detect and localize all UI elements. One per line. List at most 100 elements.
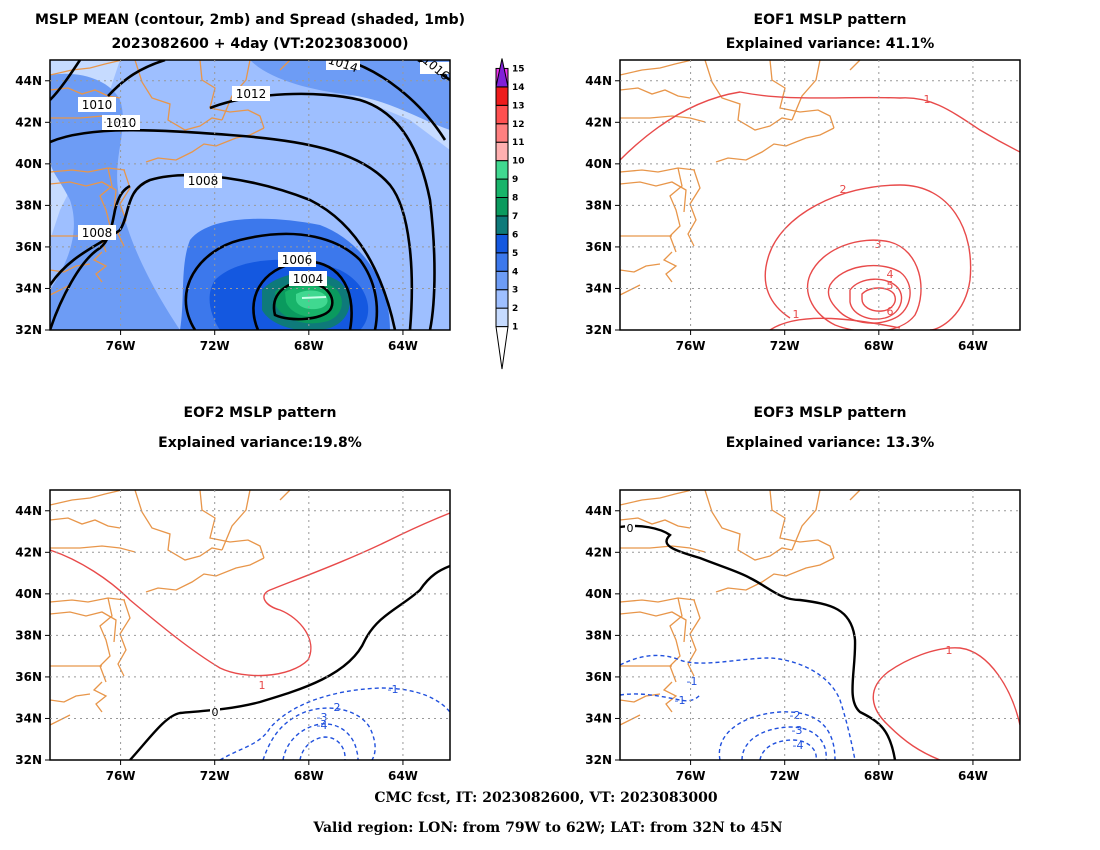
contour-label-1010b: 1010 [106, 116, 137, 130]
colorbar-swatch [495, 141, 509, 162]
panel2-x-tick-label: 68W [864, 339, 894, 353]
eof3-label-neg1a: -1 [687, 675, 698, 688]
panel4-x-tick-label: 64W [958, 769, 988, 783]
colorbar-tick-label: 8 [512, 194, 518, 204]
panel1-frame [49, 59, 451, 331]
panel1-title: MSLP MEAN (contour, 2mb) and Spread (sha… [35, 12, 465, 28]
panel3-y-tick-label: 40N [15, 587, 42, 601]
eof2-label-neg1: -1 [388, 683, 399, 696]
colorbar-tick-label: 2 [512, 304, 518, 314]
colorbar-tick-label: 12 [512, 120, 525, 130]
colorbar-swatch [495, 270, 509, 291]
colorbar-tick-label: 15 [512, 64, 525, 74]
colorbar-tick-label: 7 [512, 212, 518, 222]
panel1-x-tick-label: 64W [388, 339, 418, 353]
spread-peak-streak [301, 296, 327, 299]
panel-eof1: EOF1 MSLP pattern Explained variance: 41… [619, 12, 1021, 331]
contour-label-1008a: 1008 [188, 174, 219, 188]
panel1-y-tick-label: 40N [15, 157, 42, 171]
panel4-title: EOF3 MSLP pattern [754, 405, 907, 421]
panel-mslp-mean: MSLP MEAN (contour, 2mb) and Spread (sha… [35, 12, 465, 331]
axes-layer: 76W 72W 68W 64W 32N 34N 36N 38N 40N 42N 44N 76W 72W 6… [15, 60, 1020, 783]
eof2-contours [50, 512, 450, 760]
panel1-y-tick-label: 44N [15, 74, 42, 88]
panel2-y-tick-label: 44N [585, 74, 612, 88]
panel2-y-tick-label: 36N [585, 240, 612, 254]
panel2-plot-area: 1 1 2 3 4 5 6 [620, 60, 1020, 330]
panel3-x-tick-label: 64W [388, 769, 418, 783]
panel2-frame [619, 59, 1021, 331]
panel2-title: EOF1 MSLP pattern [754, 12, 907, 28]
eof3-label-neg2: -2 [790, 709, 801, 722]
colorbar-tick-label: 3 [512, 286, 518, 296]
panel1-y-tick-label: 38N [15, 198, 42, 212]
panel4-coastline [620, 490, 861, 726]
colorbar-swatch [495, 252, 509, 272]
panel3-y-tick-label: 42N [15, 545, 42, 559]
panel1-x-tick-label: 76W [106, 339, 136, 353]
panel1-y-tick-label: 32N [15, 323, 42, 337]
panel3-y-tick-label: 36N [15, 670, 42, 684]
colorbar-swatch [495, 123, 509, 143]
panel1-y-tick-label: 36N [15, 240, 42, 254]
panel4-y-tick-label: 44N [585, 504, 612, 518]
eof1-label-2: 2 [840, 183, 847, 196]
contour-label-1008b: 1008 [82, 226, 113, 240]
colorbar-swatch [495, 86, 509, 106]
panel3-x-tick-label: 68W [294, 769, 324, 783]
panel2-y-tick-label: 40N [585, 157, 612, 171]
panel-eof3: EOF3 MSLP pattern Explained variance: 13… [619, 405, 1021, 761]
eof2-label-neg2: -2 [330, 701, 341, 714]
colorbar-tick-label: 4 [512, 267, 518, 277]
contour-label-1010a: 1010 [82, 98, 113, 112]
contour-label-1004: 1004 [293, 272, 324, 286]
colorbar-tick-label: 5 [512, 249, 518, 259]
eof3-label-1: 1 [946, 644, 953, 657]
colorbar-tick-label: 9 [512, 175, 518, 185]
colorbar-swatch [495, 197, 509, 217]
panel1-contour-labels: 1004 1006 1008 1008 1010 1010 1012 1014 … [78, 60, 450, 286]
panel3-frame [49, 489, 451, 761]
panel1-x-tick-label: 68W [294, 339, 324, 353]
eof3-label-neg4: -4 [793, 739, 804, 752]
eof2-label-neg4: -4 [317, 719, 328, 732]
panel1-subtitle: 2023082600 + 4day (VT:2023083000) [111, 36, 408, 52]
colorbar-swatch [495, 178, 509, 198]
colorbar-swatch [495, 233, 509, 254]
colorbar-tick-label: 13 [512, 101, 525, 111]
colorbar-swatch [495, 307, 509, 328]
panel4-plot-area: 0 1 -1 -1 -2 -3 -4 [620, 490, 1020, 760]
panel3-x-tick-label: 76W [106, 769, 136, 783]
eof1-label-1a: 1 [924, 93, 931, 106]
panel4-axes: 76W 72W 68W 64W 32N 34N 36N 38N 40N 42N 44N [585, 490, 1020, 783]
panel1-y-tick-label: 42N [15, 115, 42, 129]
spread-fill-level-9 [296, 290, 328, 310]
panel4-x-tick-label: 76W [676, 769, 706, 783]
colorbar-tick-label: 14 [512, 83, 525, 93]
panel2-y-tick-label: 42N [585, 115, 612, 129]
panel3-y-tick-label: 38N [15, 628, 42, 642]
eof3-label-neg1b: -1 [675, 694, 686, 707]
panel1-y-tick-label: 34N [15, 281, 42, 295]
panel4-y-tick-label: 42N [585, 545, 612, 559]
colorbar-tick-label: 6 [512, 230, 518, 240]
panel3-y-tick-label: 34N [15, 711, 42, 725]
eof3-contour-labels: 0 1 -1 -1 -2 -3 -4 [625, 521, 953, 752]
panel3-coastline [50, 490, 291, 726]
panel4-subtitle: Explained variance: 13.3% [726, 435, 935, 451]
eof3-label-0: 0 [627, 522, 634, 535]
eof1-label-4: 4 [887, 268, 894, 281]
panel4-frame [619, 489, 1021, 761]
colorbar-swatch [495, 104, 509, 125]
colorbar-swatch [495, 160, 509, 180]
colorbar-swatch [495, 289, 509, 309]
colorbar-tick-label: 11 [512, 138, 525, 148]
panel4-y-tick-label: 32N [585, 753, 612, 767]
panel3-y-tick-label: 44N [15, 504, 42, 518]
panel2-coastline [620, 60, 861, 296]
panel3-x-tick-label: 72W [200, 769, 230, 783]
panel4-y-tick-label: 34N [585, 711, 612, 725]
panel1-x-tick-label: 72W [200, 339, 230, 353]
panel4-x-tick-label: 68W [864, 769, 894, 783]
